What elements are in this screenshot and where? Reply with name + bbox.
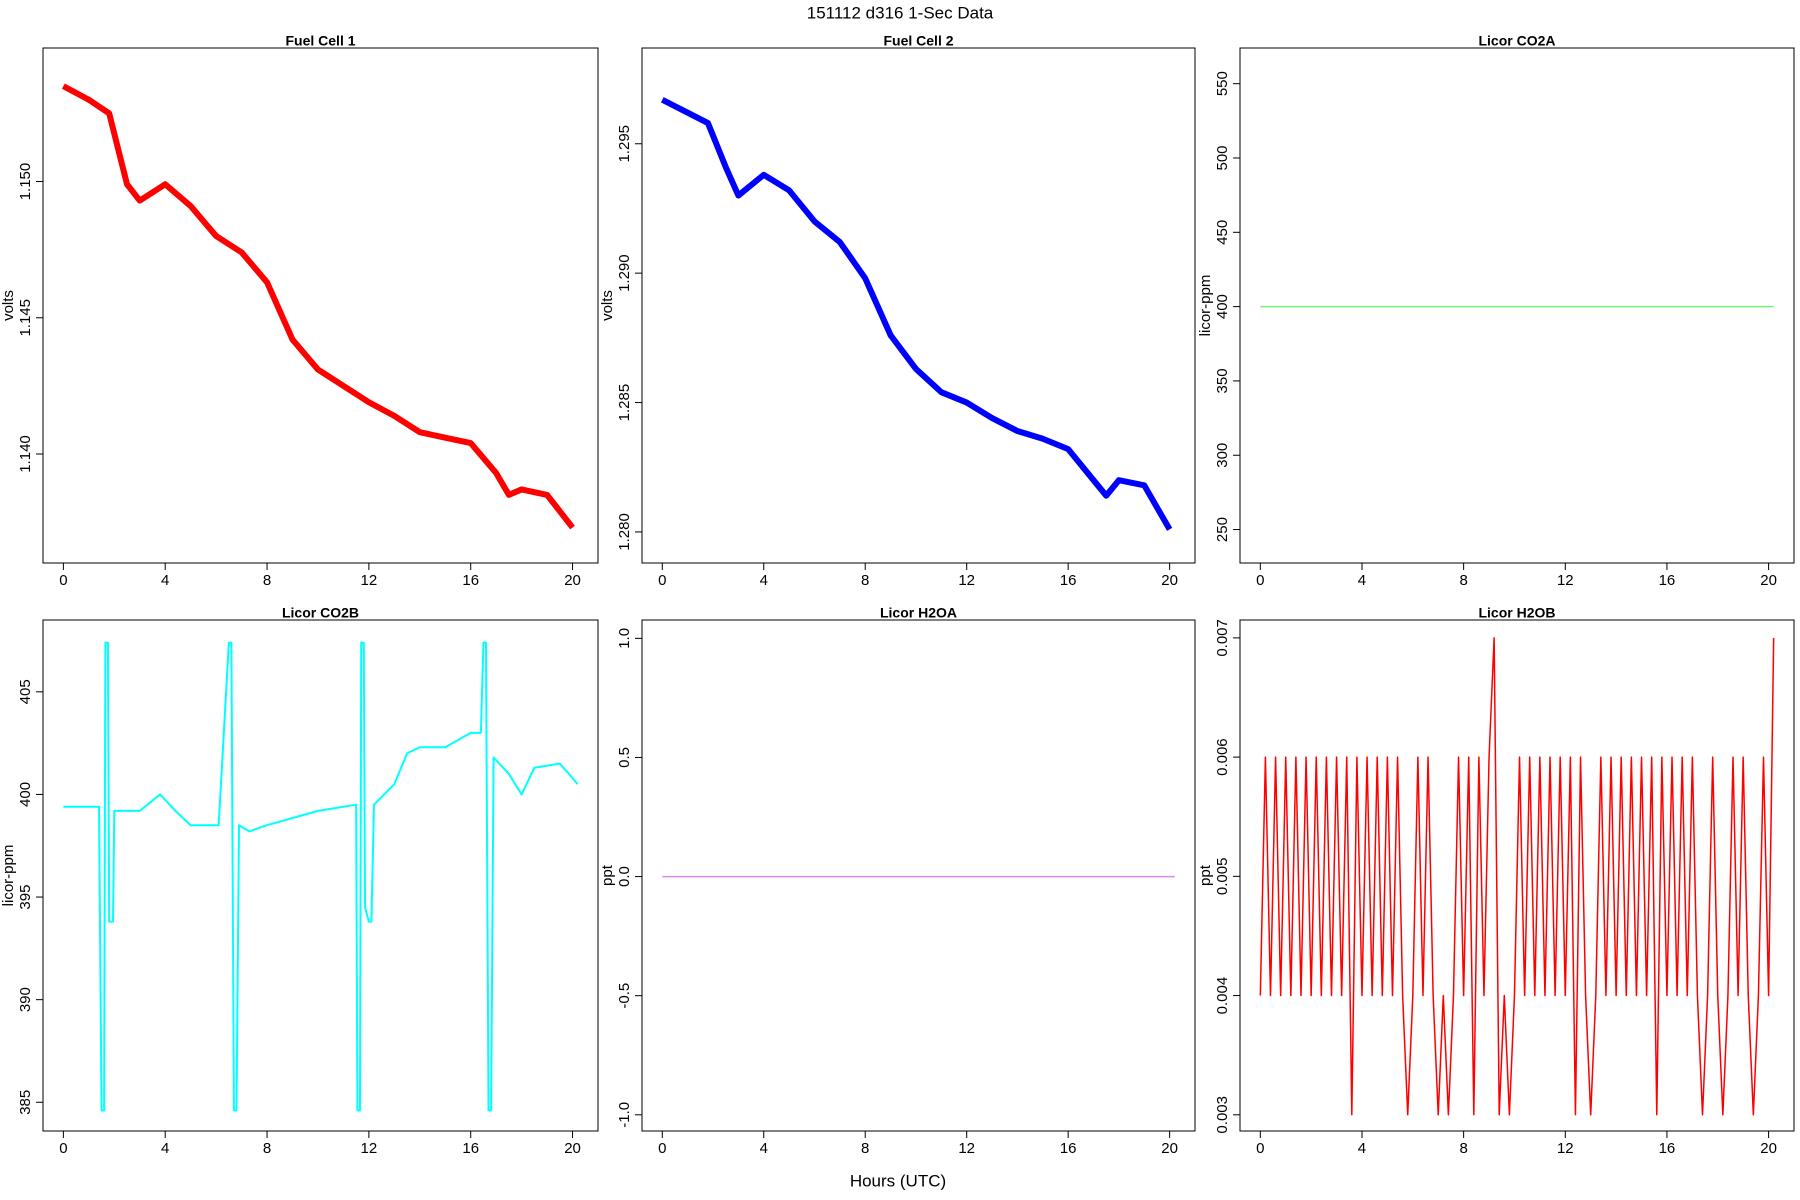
x-tick-label: 0 <box>658 572 666 589</box>
x-tick-label: 16 <box>462 1140 479 1157</box>
y-tick-label: 400 <box>17 782 34 807</box>
y-tick-label: -0.5 <box>616 983 633 1009</box>
y-tick-label: 1.285 <box>616 384 633 422</box>
y-tick-label: -1.0 <box>616 1102 633 1128</box>
x-tick-label: 8 <box>263 572 271 589</box>
y-tick-label: 500 <box>1214 145 1231 170</box>
x-tick-label: 16 <box>462 572 479 589</box>
y-axis-label: ppt <box>599 864 616 886</box>
y-tick-label: 0.005 <box>1214 858 1231 896</box>
x-axis-label: Hours (UTC) <box>850 1171 946 1190</box>
y-tick-label: 1.150 <box>17 163 34 201</box>
y-axis-label: ppt <box>1197 864 1214 886</box>
plot-frame <box>1239 619 1795 1132</box>
y-axis-label: licor-ppm <box>0 845 17 907</box>
page-title: 151112 d316 1-Sec Data <box>807 3 994 22</box>
x-tick-label: 0 <box>59 1140 67 1157</box>
plot-frame <box>42 619 599 1132</box>
y-tick-label: 1.140 <box>17 435 34 473</box>
x-tick-label: 12 <box>361 572 378 589</box>
panel-title: Licor CO2B <box>282 605 359 621</box>
x-tick-label: 20 <box>564 572 581 589</box>
plot-frame <box>42 47 599 564</box>
data-line <box>63 641 579 1112</box>
x-tick-label: 16 <box>1659 1140 1676 1157</box>
data-line <box>660 97 1173 531</box>
x-tick-label: 12 <box>361 1140 378 1157</box>
x-tick-label: 4 <box>1358 1140 1366 1157</box>
x-tick-label: 20 <box>1161 572 1178 589</box>
x-tick-label: 12 <box>1557 572 1574 589</box>
panel-title: Fuel Cell 2 <box>883 33 953 49</box>
x-tick-label: 0 <box>1256 572 1264 589</box>
data-line <box>1259 637 1775 1116</box>
y-tick-label: 250 <box>1214 517 1231 542</box>
x-tick-label: 4 <box>161 1140 169 1157</box>
y-tick-label: 400 <box>1214 294 1231 319</box>
y-tick-label: 390 <box>17 987 34 1012</box>
y-tick-label: 0.5 <box>616 747 633 768</box>
data-line <box>61 83 575 530</box>
y-tick-label: 1.290 <box>616 254 633 292</box>
y-tick-label: 1.0 <box>616 628 633 649</box>
x-tick-label: 20 <box>1760 572 1777 589</box>
x-tick-label: 0 <box>59 572 67 589</box>
x-tick-label: 0 <box>1256 1140 1264 1157</box>
y-tick-label: 395 <box>17 885 34 910</box>
x-tick-label: 4 <box>161 572 169 589</box>
x-tick-label: 0 <box>658 1140 666 1157</box>
x-tick-label: 16 <box>1060 1140 1077 1157</box>
plot-frame <box>1239 47 1795 564</box>
x-tick-label: 8 <box>861 1140 869 1157</box>
y-tick-label: 0.0 <box>616 866 633 887</box>
x-tick-label: 12 <box>1557 1140 1574 1157</box>
y-axis-label: licor-ppm <box>1197 275 1214 337</box>
x-tick-label: 20 <box>1161 1140 1178 1157</box>
x-tick-label: 12 <box>958 572 975 589</box>
panel-title: Licor H2OA <box>880 605 957 621</box>
y-tick-label: 405 <box>17 679 34 704</box>
y-tick-label: 0.007 <box>1214 619 1231 657</box>
y-tick-label: 385 <box>17 1090 34 1115</box>
x-tick-label: 8 <box>1459 1140 1467 1157</box>
y-tick-label: 450 <box>1214 220 1231 245</box>
x-tick-label: 20 <box>1760 1140 1777 1157</box>
x-tick-label: 12 <box>958 1140 975 1157</box>
panel-title: Licor H2OB <box>1478 605 1555 621</box>
x-tick-label: 16 <box>1659 572 1676 589</box>
x-tick-label: 4 <box>1358 572 1366 589</box>
y-tick-label: 1.145 <box>17 299 34 337</box>
y-tick-label: 1.295 <box>616 125 633 163</box>
y-tick-label: 350 <box>1214 368 1231 393</box>
x-tick-label: 4 <box>760 572 768 589</box>
y-tick-label: 300 <box>1214 443 1231 468</box>
x-tick-label: 8 <box>263 1140 271 1157</box>
x-tick-label: 16 <box>1060 572 1077 589</box>
panel-title: Licor CO2A <box>1478 33 1555 49</box>
y-tick-label: 0.006 <box>1214 738 1231 776</box>
plot-frame <box>641 619 1196 1132</box>
x-tick-label: 8 <box>861 572 869 589</box>
y-tick-label: 550 <box>1214 71 1231 96</box>
plot-frame <box>641 47 1196 564</box>
panel-title: Fuel Cell 1 <box>285 33 355 49</box>
y-tick-label: 0.003 <box>1214 1096 1231 1134</box>
x-tick-label: 20 <box>564 1140 581 1157</box>
x-tick-label: 8 <box>1459 572 1467 589</box>
y-tick-label: 0.004 <box>1214 977 1231 1015</box>
y-axis-label: volts <box>0 290 17 321</box>
y-axis-label: volts <box>599 290 616 321</box>
y-tick-label: 1.280 <box>616 513 633 551</box>
x-tick-label: 4 <box>760 1140 768 1157</box>
